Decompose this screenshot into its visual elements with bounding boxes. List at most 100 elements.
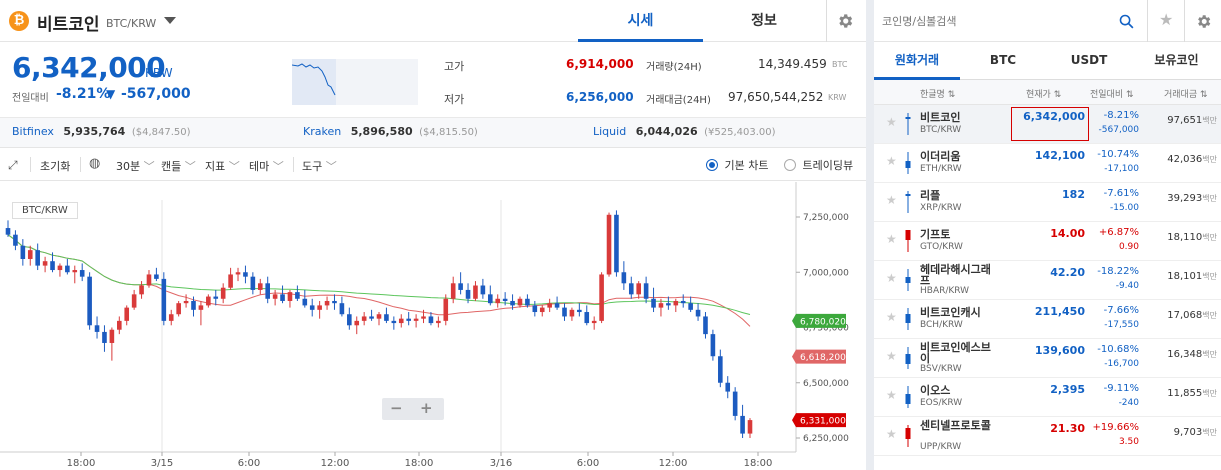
tab-info[interactable]: 정보 bbox=[703, 0, 825, 42]
tab-krw[interactable]: 원화거래 bbox=[874, 42, 960, 80]
coin-row[interactable]: ★ 헤데라해시그래프 HBAR/KRW 42.20 -18.22% -9.40 18,101… bbox=[874, 261, 1221, 300]
favorite-star-icon[interactable]: ★ bbox=[886, 310, 897, 324]
theme-dropdown[interactable]: 테마 ﹀ bbox=[249, 158, 284, 174]
coin-price: 182 bbox=[1062, 188, 1085, 201]
coin-row[interactable]: ★ 비트코인 BTC/KRW 6,342,000 -8.21% -567,000 97,65… bbox=[874, 105, 1221, 144]
coin-change-pct: -8.21% bbox=[1103, 110, 1139, 121]
mini-candle-icon bbox=[905, 425, 911, 447]
candle-body bbox=[443, 298, 449, 321]
coin-name: 비트코인캐시 bbox=[920, 306, 981, 319]
volume-label: 거래량(24H) bbox=[646, 62, 702, 73]
candle-body bbox=[517, 298, 523, 306]
col-amount-sort[interactable]: 거래대금 ⇅ bbox=[1164, 90, 1208, 100]
coin-volume-unit: 백만 bbox=[1202, 233, 1217, 242]
candle-body bbox=[725, 382, 731, 392]
candle-body bbox=[295, 292, 300, 299]
candle-body bbox=[406, 318, 411, 321]
x-tick-label: 6:00 bbox=[238, 458, 260, 469]
search-bar bbox=[874, 0, 1221, 42]
col-name-sort[interactable]: 한글명 ⇅ bbox=[920, 90, 956, 100]
favorite-star-icon[interactable]: ★ bbox=[886, 427, 897, 441]
favorite-star-icon[interactable]: ★ bbox=[886, 271, 897, 285]
mini-sparkline bbox=[291, 59, 418, 105]
candle-dropdown[interactable]: 캔들 ﹀ bbox=[161, 158, 196, 174]
divider bbox=[293, 157, 294, 172]
coin-select-chevron-icon[interactable] bbox=[164, 17, 176, 24]
tab-market-price-label: 시세 bbox=[627, 13, 654, 29]
search-icon[interactable] bbox=[1114, 10, 1138, 32]
favorite-star-icon[interactable]: ★ bbox=[886, 115, 897, 129]
globe-icon[interactable]: ◍ bbox=[89, 156, 101, 171]
tools-dropdown[interactable]: 도구 ﹀ bbox=[302, 158, 337, 174]
coin-row[interactable]: ★ 기프토 GTO/KRW 14.00 +6.87% 0.90 18,110백만 bbox=[874, 222, 1221, 261]
exchange-name: Bitfinex bbox=[12, 125, 54, 138]
search-input[interactable] bbox=[882, 10, 1122, 32]
favorite-star-icon[interactable]: ★ bbox=[886, 232, 897, 246]
coin-row[interactable]: ★ 리플 XRP/KRW 182 -7.61% -15.00 39,293백만 bbox=[874, 183, 1221, 222]
coin-change-amt: -16,700 bbox=[1104, 359, 1139, 369]
tab-btc[interactable]: BTC bbox=[960, 42, 1046, 80]
indicator-dropdown[interactable]: 지표 ﹀ bbox=[205, 158, 240, 174]
change-percent: -8.21% bbox=[56, 86, 111, 102]
volume-unit: BTC bbox=[832, 60, 848, 69]
candle-body bbox=[272, 294, 278, 299]
candle-body bbox=[27, 250, 33, 259]
tab-holdings[interactable]: 보유코인 bbox=[1132, 42, 1221, 80]
candle-body bbox=[79, 270, 85, 277]
radio-unchecked-icon bbox=[784, 159, 796, 171]
col-price-sort[interactable]: 현재가 ⇅ bbox=[1026, 90, 1062, 100]
selected-price-highlight bbox=[1011, 107, 1089, 141]
coin-row[interactable]: ★ 비트코인캐시 BCH/KRW 211,450 -7.66% -17,550 17,068… bbox=[874, 300, 1221, 339]
candle-body bbox=[569, 309, 575, 317]
candle-body bbox=[220, 287, 226, 299]
candle-body bbox=[124, 307, 130, 321]
coin-price: 14.00 bbox=[1050, 227, 1085, 240]
expand-icon[interactable]: ⤢ bbox=[8, 158, 18, 172]
favorite-star-icon[interactable]: ★ bbox=[886, 154, 897, 168]
tab-market-price[interactable]: 시세 bbox=[578, 0, 703, 42]
x-tick-label: 18:00 bbox=[744, 458, 773, 469]
zoom-out-button[interactable]: − bbox=[390, 399, 403, 417]
chevron-down-icon: ﹀ bbox=[272, 160, 284, 173]
settings-gear-icon[interactable] bbox=[830, 8, 860, 34]
coin-volume: 42,036백만 bbox=[1167, 154, 1217, 165]
amount-unit: KRW bbox=[828, 93, 847, 102]
basic-chart-radio[interactable]: 기본 차트 bbox=[706, 157, 768, 173]
zoom-in-button[interactable]: + bbox=[420, 399, 433, 417]
interval-dropdown[interactable]: 30분 ﹀ bbox=[116, 158, 155, 174]
coin-volume-unit: 백만 bbox=[1202, 194, 1217, 203]
coin-change-amt: -17,550 bbox=[1104, 320, 1139, 330]
tradingview-label: 트레이딩뷰 bbox=[802, 159, 854, 172]
col-change-sort[interactable]: 전일대비 ⇅ bbox=[1090, 90, 1134, 100]
coin-name: 비트코인 bbox=[37, 15, 100, 35]
coin-row[interactable]: ★ 비트코인에스브이 BSV/KRW 139,600 -10.68% -16,700 16,… bbox=[874, 339, 1221, 378]
list-settings-gear-icon[interactable] bbox=[1188, 8, 1218, 34]
candle-body bbox=[695, 309, 701, 317]
coin-volume: 11,855백만 bbox=[1167, 388, 1217, 399]
candle-body bbox=[487, 294, 493, 304]
y-tick-label: 6,750,000 bbox=[803, 324, 849, 334]
low-price: 6,256,000 bbox=[566, 90, 634, 104]
reset-button[interactable]: 초기화 bbox=[40, 160, 71, 173]
coin-row[interactable]: ★ 이더리움 ETH/KRW 142,100 -10.74% -17,100 42,036백… bbox=[874, 144, 1221, 183]
coin-volume-unit: 백만 bbox=[1202, 272, 1217, 281]
coin-name: 이오스 bbox=[920, 384, 951, 397]
coin-row[interactable]: ★ 센티넬프로토콜 UPP/KRW 21.30 +19.66% 3.50 9,703백만 bbox=[874, 417, 1221, 456]
favorite-star-icon[interactable]: ★ bbox=[886, 388, 897, 402]
favorite-star-icon[interactable]: ★ bbox=[1159, 10, 1174, 29]
candle-body bbox=[450, 283, 456, 299]
coin-change-pct: -10.74% bbox=[1097, 149, 1139, 160]
favorite-star-icon[interactable]: ★ bbox=[886, 193, 897, 207]
candle-body bbox=[747, 420, 753, 434]
tradingview-radio[interactable]: 트레이딩뷰 bbox=[784, 157, 853, 173]
coin-row[interactable]: ★ 이오스 EOS/KRW 2,395 -9.11% -240 11,855백만 bbox=[874, 378, 1221, 417]
exchange-price: 5,935,764 bbox=[63, 125, 126, 138]
coin-change-pct: -9.11% bbox=[1103, 383, 1139, 394]
chevron-down-icon: ﹀ bbox=[325, 160, 337, 173]
coin-volume: 39,293백만 bbox=[1167, 193, 1217, 204]
price-chart[interactable]: 7,250,000 7,000,000 6,750,000 6,500,000 6,25… bbox=[0, 182, 866, 470]
candle-body bbox=[376, 314, 382, 319]
tab-usdt[interactable]: USDT bbox=[1046, 42, 1132, 80]
favorite-star-icon[interactable]: ★ bbox=[886, 349, 897, 363]
chevron-down-icon: ﹀ bbox=[184, 160, 196, 173]
